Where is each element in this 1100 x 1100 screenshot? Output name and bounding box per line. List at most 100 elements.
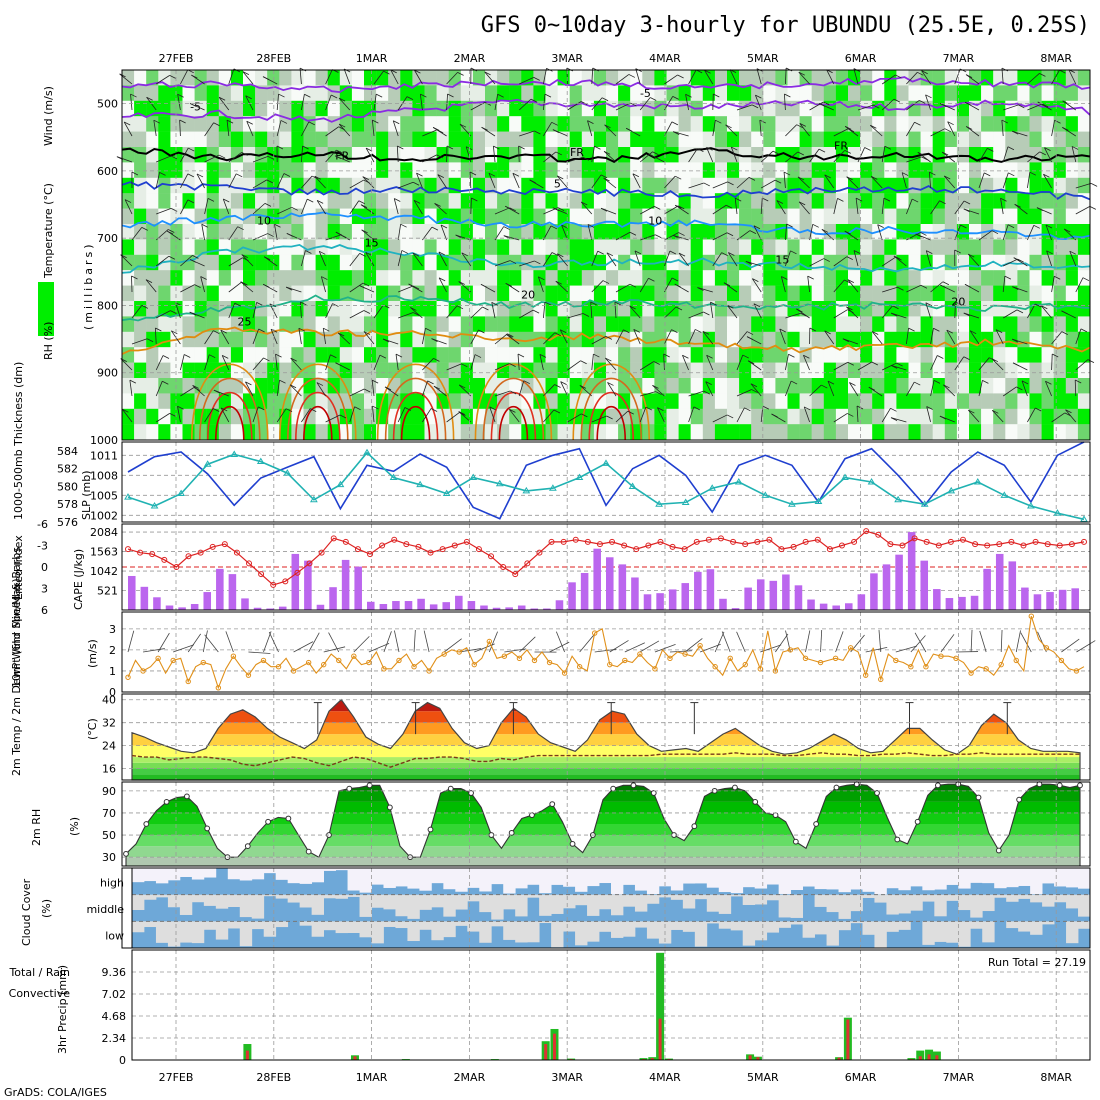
cloud-cell	[419, 894, 432, 910]
rh-cell	[714, 131, 728, 148]
wind-barb-flag	[1089, 205, 1097, 210]
wind-barb-flag	[557, 175, 564, 180]
cape-bar-42	[656, 593, 664, 610]
rh-cell	[775, 301, 788, 317]
wind-point-110	[953, 655, 959, 662]
wind-barb-flag	[744, 407, 751, 412]
rh-cell	[823, 116, 837, 132]
rh-cell	[823, 316, 837, 332]
thickness-point-15	[522, 486, 531, 494]
lifted-point-28	[463, 538, 470, 545]
surface-barb-68	[639, 640, 660, 653]
wind-barb-flag	[192, 385, 199, 389]
rh-cell	[315, 393, 328, 409]
cloud-cell	[742, 921, 756, 946]
wind-barb-flag	[334, 155, 342, 160]
wind-barb-flag	[1054, 119, 1061, 124]
wind-barb-flag	[458, 281, 465, 285]
rh-cell	[860, 347, 873, 363]
wind-barb	[373, 94, 377, 111]
rh-band-2	[126, 835, 1080, 847]
rh-cell	[170, 208, 183, 225]
rh-cell	[1077, 162, 1091, 178]
rh-cell	[460, 393, 474, 409]
cloud-cell	[886, 894, 899, 915]
cloud-cell	[910, 894, 923, 911]
rh-cell	[932, 162, 945, 178]
rh-cell	[303, 70, 316, 86]
rh-cell	[146, 224, 159, 240]
cape-bar-33	[543, 608, 551, 610]
rh-cell	[908, 147, 921, 163]
wind-barb	[925, 250, 931, 267]
surface-barb-80	[721, 631, 731, 653]
thickness-point-0	[124, 493, 132, 500]
rh-cell	[690, 301, 703, 317]
wind-barb	[946, 329, 956, 345]
cloud-unit-group: (%)	[40, 899, 53, 918]
rh-cell	[848, 393, 861, 409]
rh-cell	[739, 393, 752, 409]
rh-cell	[714, 208, 728, 225]
wind-point-44	[456, 649, 462, 655]
rh-cell	[956, 270, 970, 286]
day-label-bottom-2MAR: 2MAR	[454, 1071, 486, 1084]
wind-barb-flag	[433, 385, 441, 390]
wind-barb-flag	[189, 259, 197, 263]
rh-cell	[763, 193, 776, 209]
rh-cell	[230, 85, 244, 101]
warm-contour-0-1	[198, 377, 261, 441]
rh-cell	[351, 147, 365, 163]
rh-cell	[848, 162, 861, 178]
wind-barb	[729, 69, 738, 85]
precip-run-total: Run Total = 27.19	[988, 956, 1086, 969]
rh-cell	[799, 85, 812, 101]
thickness-point-21	[681, 498, 690, 505]
wind-barb-flag	[606, 252, 614, 257]
wind-barb-flag	[557, 253, 564, 258]
rh-cell	[497, 270, 510, 286]
rh-cell	[751, 254, 764, 271]
rh-cell	[860, 239, 873, 255]
wind-barb	[276, 94, 279, 111]
wind-barb	[809, 258, 824, 267]
wind-barb	[299, 302, 302, 319]
wind-point-18	[260, 657, 267, 664]
rh-cell	[920, 208, 933, 225]
wind-barb	[414, 69, 423, 85]
thickness-point-19	[628, 482, 637, 489]
cloud-cell	[479, 868, 492, 892]
wind-barb-flag	[459, 123, 467, 128]
rh-cell	[908, 270, 921, 286]
rh-cell	[400, 301, 413, 317]
wind-point-74	[682, 651, 688, 657]
wind-barb-flag	[234, 302, 241, 307]
wind-barb	[320, 276, 326, 293]
wind-barb-flag	[877, 224, 884, 229]
wind-barb	[967, 253, 980, 267]
rh-cell	[279, 193, 292, 209]
rh-cell	[533, 270, 546, 286]
rh-cell	[243, 162, 256, 178]
wind-barb	[1027, 151, 1041, 163]
rh-cell	[388, 347, 401, 363]
day-label-bottom-7MAR: 7MAR	[943, 1071, 975, 1084]
thickness-point-9	[363, 448, 371, 456]
wind-barb-flag	[602, 280, 610, 284]
rh-cell	[388, 270, 401, 286]
rh-cell	[678, 362, 691, 379]
rh-cell	[848, 116, 861, 132]
lifted-point-65	[911, 535, 918, 542]
rh-cell	[896, 85, 909, 101]
rh-cell	[1053, 393, 1066, 409]
rh-cell	[835, 270, 849, 286]
rh-cell	[460, 193, 474, 209]
rh-cell	[835, 362, 849, 379]
warm-contour-2-1	[384, 377, 447, 441]
rh-cell	[981, 393, 994, 409]
rh-cell	[472, 408, 486, 425]
thickness-point-3	[203, 460, 212, 467]
wind-barb-flag	[628, 74, 636, 78]
rh-cell	[630, 193, 643, 209]
rh-cell	[593, 378, 607, 394]
